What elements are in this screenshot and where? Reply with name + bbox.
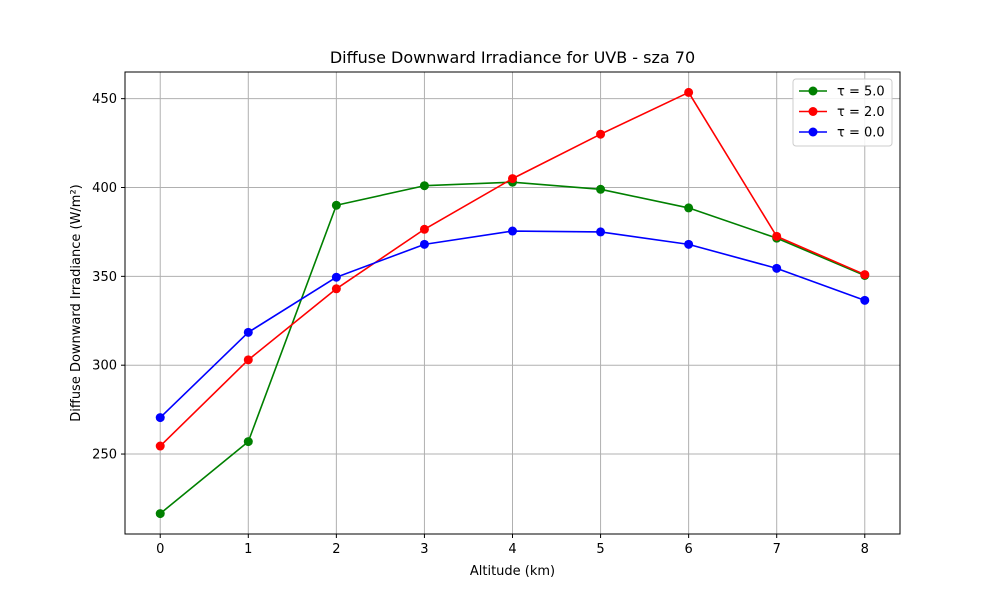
legend-marker bbox=[808, 107, 818, 116]
y-tick-label: 250 bbox=[92, 448, 117, 463]
y-tick-label: 350 bbox=[92, 270, 117, 285]
data-point bbox=[684, 239, 694, 249]
data-point bbox=[772, 231, 782, 241]
grid-lines bbox=[125, 72, 900, 534]
data-point bbox=[684, 203, 694, 213]
data-point bbox=[243, 355, 253, 365]
x-tick-label: 3 bbox=[420, 542, 428, 557]
data-point bbox=[419, 239, 429, 249]
data-point bbox=[860, 270, 870, 280]
data-point bbox=[860, 295, 870, 305]
x-tick-label: 4 bbox=[508, 542, 516, 557]
data-point bbox=[596, 184, 606, 194]
data-point bbox=[155, 441, 165, 451]
data-point bbox=[419, 181, 429, 191]
legend-label: τ = 0.0 bbox=[837, 126, 885, 141]
data-point bbox=[243, 437, 253, 447]
data-point bbox=[331, 200, 341, 210]
legend-item: τ = 2.0 bbox=[799, 105, 885, 120]
x-tick-label: 2 bbox=[332, 542, 340, 557]
x-tick-label: 6 bbox=[684, 542, 692, 557]
legend-marker bbox=[808, 127, 818, 137]
data-point bbox=[596, 227, 606, 237]
data-point bbox=[155, 413, 165, 423]
y-tick-label: 400 bbox=[92, 181, 117, 196]
data-point bbox=[419, 224, 429, 234]
data-point bbox=[155, 509, 165, 519]
y-tick-label: 450 bbox=[92, 92, 117, 107]
x-axis-title: Altitude (km) bbox=[470, 564, 555, 579]
data-point bbox=[331, 272, 341, 282]
y-tick-label: 300 bbox=[92, 359, 117, 374]
x-tick-label: 7 bbox=[773, 542, 781, 557]
data-point bbox=[508, 174, 517, 184]
y-axis-title: Diffuse Downward Irradiance (W/m²) bbox=[69, 184, 84, 422]
data-point bbox=[331, 284, 341, 294]
x-tick-label: 1 bbox=[244, 542, 252, 557]
legend-label: τ = 5.0 bbox=[837, 85, 885, 100]
legend-box bbox=[792, 78, 893, 147]
legend-item: τ = 5.0 bbox=[799, 85, 885, 100]
x-tick-label: 0 bbox=[156, 542, 164, 557]
data-point bbox=[772, 263, 782, 273]
series-layer bbox=[155, 87, 870, 519]
data-point bbox=[243, 327, 253, 337]
data-point bbox=[596, 129, 606, 139]
series-2 bbox=[155, 226, 870, 423]
x-tick-label: 5 bbox=[596, 542, 604, 557]
legend-item: τ = 0.0 bbox=[799, 126, 885, 141]
legend: τ = 5.0 τ = 2.0 τ = 0.0 bbox=[792, 78, 893, 147]
legend-label: τ = 2.0 bbox=[837, 105, 885, 120]
data-point bbox=[684, 87, 694, 97]
chart-title: Diffuse Downward Irradiance for UVB - sz… bbox=[330, 48, 695, 67]
legend-marker bbox=[808, 86, 818, 96]
x-tick-label: 8 bbox=[861, 542, 869, 557]
data-point bbox=[508, 226, 517, 236]
axis-ticks: 0 1 2 3 4 5 6 7 8 250 300 350 400 450 bbox=[92, 92, 869, 557]
series-1 bbox=[155, 87, 870, 451]
